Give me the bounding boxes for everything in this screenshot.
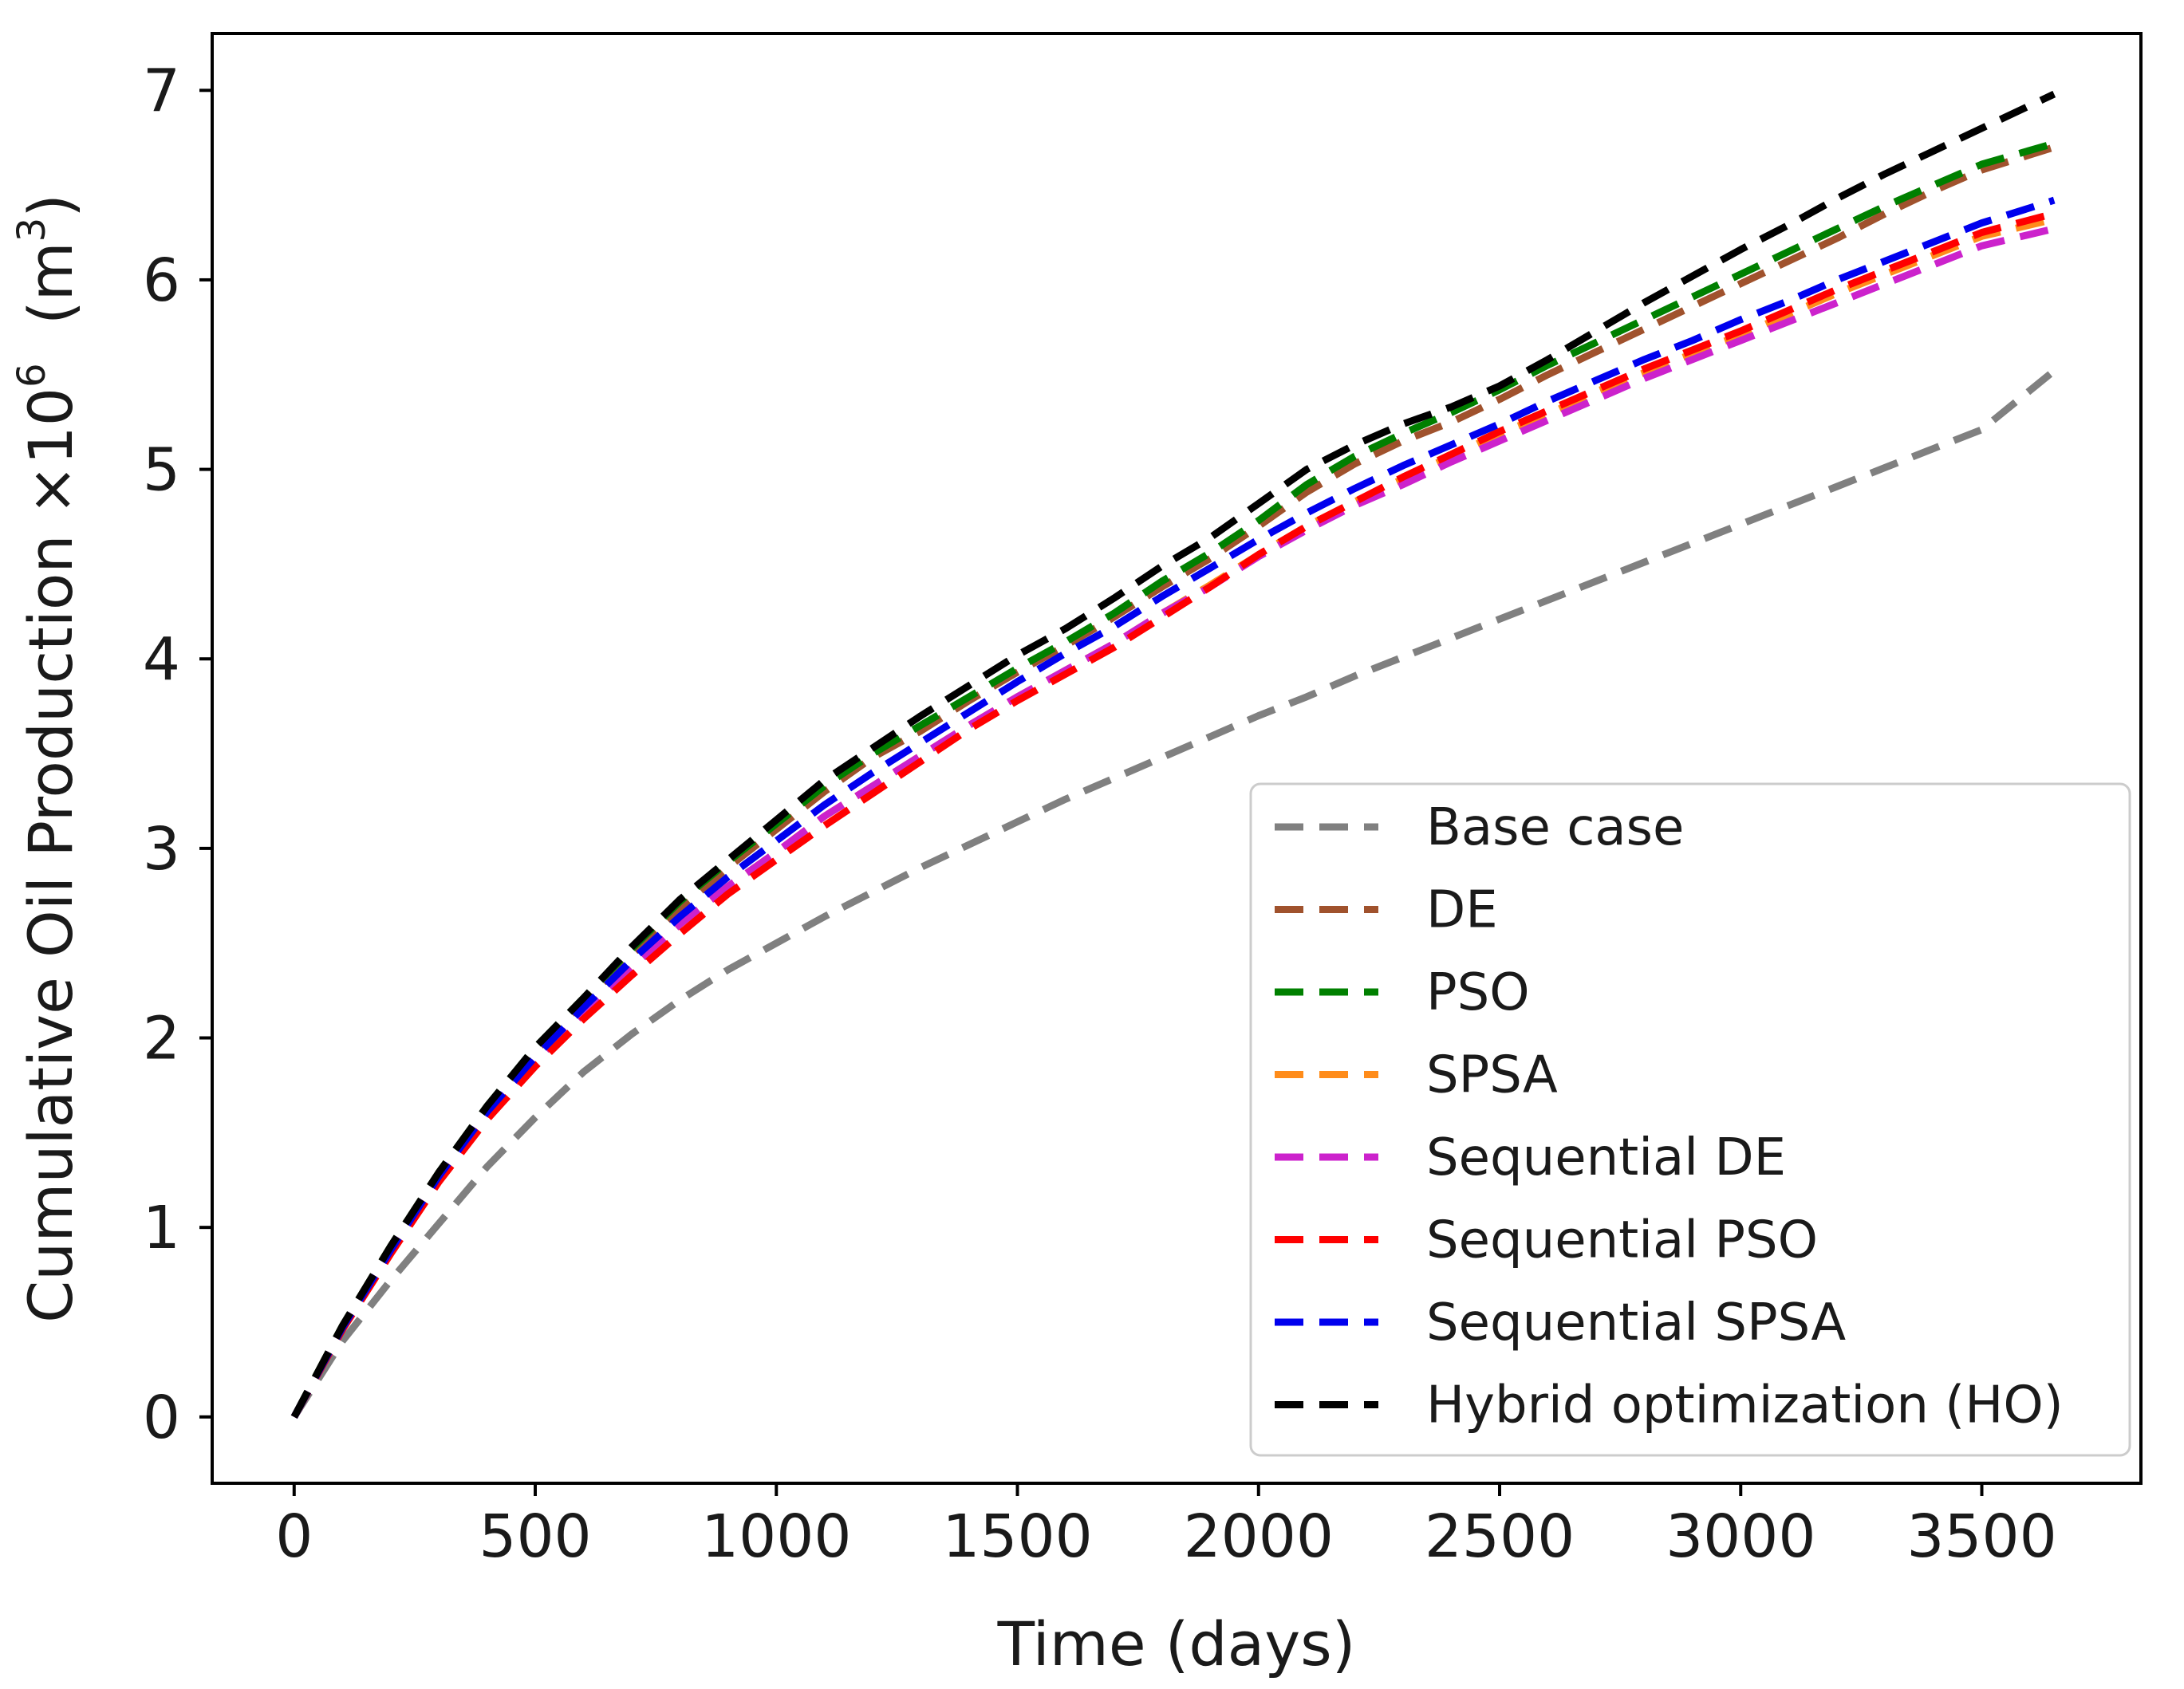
legend-label: DE — [1426, 881, 1498, 940]
series-line-1 — [291, 368, 2057, 1419]
legend-label: PSO — [1426, 963, 1530, 1022]
legend-frame — [1249, 782, 2131, 1457]
y-tick-label: 0 — [143, 1384, 180, 1452]
x-tick-label: 1000 — [701, 1502, 851, 1571]
series-line-8 — [290, 90, 2056, 1419]
x-tick-label: 2500 — [1425, 1502, 1575, 1571]
y-axis: 0 1 2 3 4 5 6 7 — [143, 57, 212, 1452]
y-axis-title-unit-close: ) — [15, 194, 86, 218]
y-tick-label: 4 — [143, 625, 180, 694]
legend: Base case DE PSO SPSA Sequential DE Sequentia… — [1249, 782, 2131, 1457]
series-line-5 — [290, 225, 2056, 1419]
series-line-6 — [290, 210, 2056, 1419]
legend-label: Hybrid optimization (HO) — [1426, 1376, 2064, 1435]
x-tick-label: 0 — [275, 1502, 313, 1571]
legend-label: Base case — [1426, 798, 1684, 857]
y-tick-label: 7 — [143, 57, 180, 125]
y-tick-label: 2 — [143, 1005, 180, 1073]
y-tick-label: 6 — [143, 246, 180, 315]
y-axis-title: Cumulative Oil Production ×106 (m3) — [10, 194, 86, 1323]
legend-label: Sequential SPSA — [1426, 1293, 1846, 1352]
y-axis-title-unit-exponent: 3 — [10, 218, 54, 242]
legend-label: Sequential PSO — [1426, 1211, 1818, 1270]
y-tick-label: 1 — [143, 1194, 180, 1262]
x-tick-label: 3500 — [1906, 1502, 2056, 1571]
x-tick-label: 3000 — [1666, 1502, 1815, 1571]
x-axis-title: Time (days) — [997, 1608, 1356, 1679]
x-tick-label: 1500 — [942, 1502, 1092, 1571]
legend-label: SPSA — [1426, 1046, 1558, 1105]
y-axis-title-unit-open: (m — [15, 242, 86, 363]
series-line-7 — [290, 196, 2056, 1419]
x-axis: 0 500 1000 1500 2000 2500 3000 3500 — [275, 1483, 2057, 1571]
y-tick-label: 3 — [143, 815, 180, 884]
series-layer — [290, 90, 2057, 1419]
y-axis-title-main: Cumulative Oil Production ×10 — [15, 388, 86, 1323]
legend-label: Sequential DE — [1426, 1128, 1786, 1187]
y-axis-title-exponent: 6 — [10, 363, 54, 388]
y-tick-label: 5 — [143, 436, 180, 505]
x-tick-label: 2000 — [1184, 1502, 1334, 1571]
x-tick-label: 500 — [479, 1502, 591, 1571]
